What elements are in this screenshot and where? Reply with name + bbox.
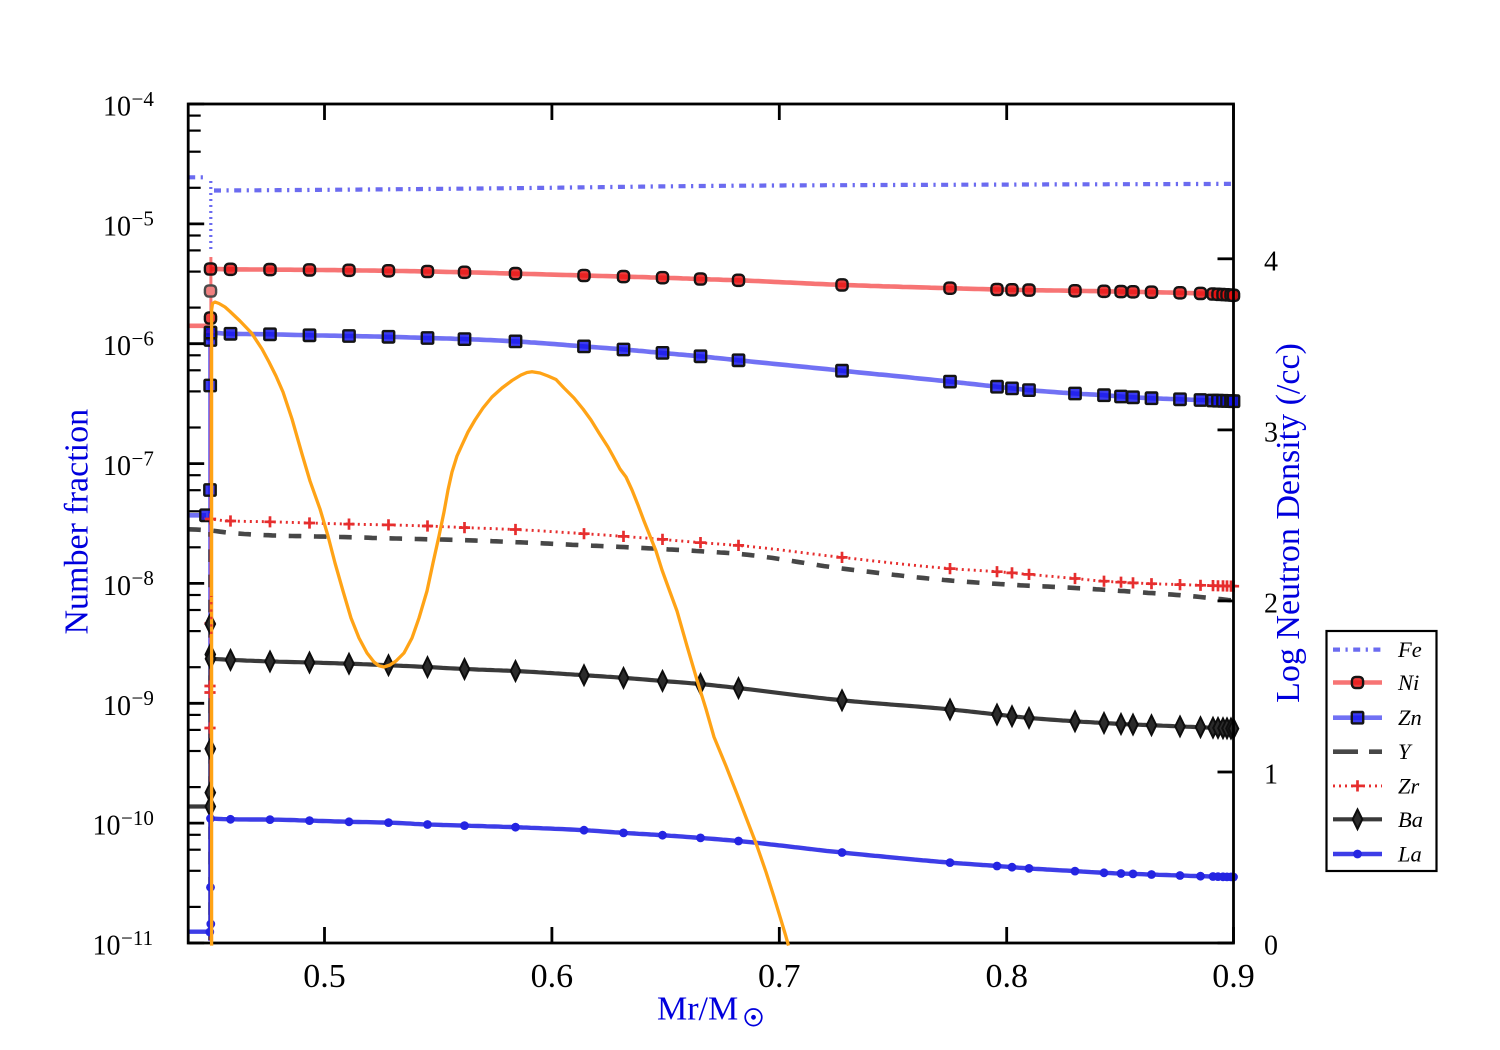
svg-text:10: 10 (103, 571, 131, 602)
svg-text:4: 4 (1264, 246, 1278, 277)
svg-text:Fe: Fe (1397, 637, 1422, 662)
svg-text:Zn: Zn (1398, 705, 1422, 730)
svg-text:Ba: Ba (1398, 807, 1423, 832)
svg-text:Log Neutron Density (/cc): Log Neutron Density (/cc) (1270, 343, 1307, 703)
svg-text:Y: Y (1398, 739, 1413, 764)
svg-text:1: 1 (1264, 760, 1278, 791)
svg-text:10: 10 (103, 92, 131, 123)
svg-text:0.9: 0.9 (1212, 958, 1255, 995)
svg-text:La: La (1397, 842, 1422, 867)
svg-text:2: 2 (1264, 588, 1278, 619)
svg-text:−9: −9 (132, 686, 154, 710)
svg-text:−4: −4 (132, 87, 155, 111)
svg-text:10: 10 (93, 811, 121, 842)
svg-text:Ni: Ni (1397, 670, 1419, 695)
svg-text:10: 10 (103, 331, 131, 362)
svg-text:−5: −5 (132, 207, 154, 231)
svg-text:0: 0 (1264, 931, 1278, 962)
svg-text:0.5: 0.5 (303, 958, 346, 995)
svg-text:−6: −6 (132, 327, 154, 351)
svg-text:−8: −8 (132, 566, 154, 590)
svg-text:10: 10 (93, 931, 121, 962)
svg-text:0.6: 0.6 (531, 958, 574, 995)
svg-text:Zr: Zr (1398, 773, 1420, 798)
svg-text:3: 3 (1264, 417, 1278, 448)
svg-text:10: 10 (103, 451, 131, 482)
svg-text:10: 10 (103, 691, 131, 722)
svg-text:Mr/M: Mr/M (657, 991, 738, 1028)
svg-text:Number fraction: Number fraction (59, 409, 96, 635)
svg-text:−7: −7 (132, 446, 154, 470)
svg-text:10: 10 (103, 211, 131, 242)
svg-text:0.7: 0.7 (758, 958, 801, 995)
svg-text:0.8: 0.8 (985, 958, 1028, 995)
svg-text:−11: −11 (121, 926, 153, 950)
svg-text:−10: −10 (121, 806, 154, 830)
